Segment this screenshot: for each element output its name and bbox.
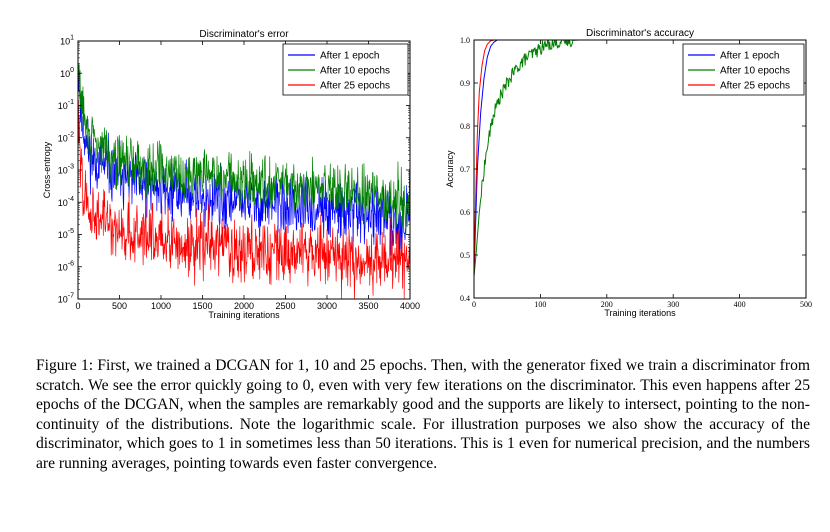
y-tick-label: 0.7 xyxy=(460,165,470,174)
x-tick-label: 400 xyxy=(734,300,746,309)
y-tick-base: 10 xyxy=(60,69,70,79)
x-axis-label: Training iterations xyxy=(604,308,676,318)
y-tick-label: 0.4 xyxy=(460,294,470,303)
y-tick-base: 10 xyxy=(58,230,68,240)
x-tick-label: 100 xyxy=(534,300,546,309)
y-tick-exponent: -5 xyxy=(68,228,74,235)
y-tick-base: 10 xyxy=(58,198,68,208)
series-line xyxy=(77,62,411,235)
x-tick-label: 2500 xyxy=(275,301,295,311)
y-axis-label: Accuracy xyxy=(445,150,455,188)
y-tick-base: 10 xyxy=(58,101,68,111)
x-tick-label: 1500 xyxy=(192,301,212,311)
x-tick-label: 0 xyxy=(472,300,476,309)
y-tick-label: 10-5 xyxy=(58,228,74,240)
x-axis-label: Training iterations xyxy=(208,310,280,320)
y-tick-label: 10-6 xyxy=(58,260,74,272)
y-tick-label: 10-1 xyxy=(58,99,74,111)
y-tick-base: 10 xyxy=(58,262,68,272)
y-tick-label: 0.9 xyxy=(460,79,470,88)
y-tick-label: 10-4 xyxy=(58,196,74,208)
accuracy-chart: Discriminator's accuracy 0 100 200 300 400 500… xyxy=(445,28,812,318)
y-tick-exponent: -6 xyxy=(68,260,74,267)
x-tick-label: 2000 xyxy=(234,301,254,311)
legend-label: After 25 epochs xyxy=(320,81,390,92)
y-tick-exponent: -7 xyxy=(68,293,74,300)
legend-label: After 1 epoch xyxy=(720,51,779,62)
x-tick-label: 1000 xyxy=(151,301,171,311)
y-tick-label: 0.8 xyxy=(460,122,470,131)
legend-label: After 25 epochs xyxy=(720,81,790,92)
y-tick-exponent: -4 xyxy=(68,196,74,203)
y-tick-exponent: 1 xyxy=(70,35,74,42)
y-axis-label: Cross-entropy xyxy=(42,141,52,198)
y-tick-base: 10 xyxy=(58,295,68,305)
x-tick-label: 200 xyxy=(601,300,613,309)
y-tick-base: 10 xyxy=(58,166,68,176)
x-tick-label: 500 xyxy=(112,301,127,311)
chart-title: Discriminator's accuracy xyxy=(586,28,694,39)
legend-label: After 1 epoch xyxy=(320,51,379,62)
x-tick-label: 500 xyxy=(800,300,812,309)
y-tick-exponent: 0 xyxy=(70,67,74,74)
x-tick-label: 3500 xyxy=(358,301,378,311)
y-tick-base: 10 xyxy=(60,37,70,47)
y-tick-exponent: -1 xyxy=(68,99,74,106)
figure-caption: Figure 1: First, we trained a DCGAN for … xyxy=(36,357,810,472)
x-tick-label: 300 xyxy=(667,300,679,309)
y-tick-label: 10-7 xyxy=(58,293,74,305)
y-tick-label: 101 xyxy=(60,35,74,47)
y-tick-label: 0.5 xyxy=(460,251,470,260)
series-line xyxy=(77,100,411,300)
chart-title: Discriminator's error xyxy=(199,29,289,40)
legend-label: After 10 epochs xyxy=(720,66,790,77)
y-tick-exponent: -3 xyxy=(68,164,74,171)
y-tick-exponent: -2 xyxy=(68,131,74,138)
x-tick-label: 0 xyxy=(75,301,80,311)
x-tick-label: 3000 xyxy=(317,301,337,311)
y-tick-label: 100 xyxy=(60,67,74,79)
y-tick-label: 1.0 xyxy=(460,36,470,45)
y-tick-base: 10 xyxy=(58,133,68,143)
y-tick-label: 10-3 xyxy=(58,164,74,176)
y-tick-label: 0.6 xyxy=(460,208,470,217)
legend-label: After 10 epochs xyxy=(320,66,390,77)
x-tick-label: 4000 xyxy=(400,301,420,311)
y-tick-label: 10-2 xyxy=(58,131,74,143)
